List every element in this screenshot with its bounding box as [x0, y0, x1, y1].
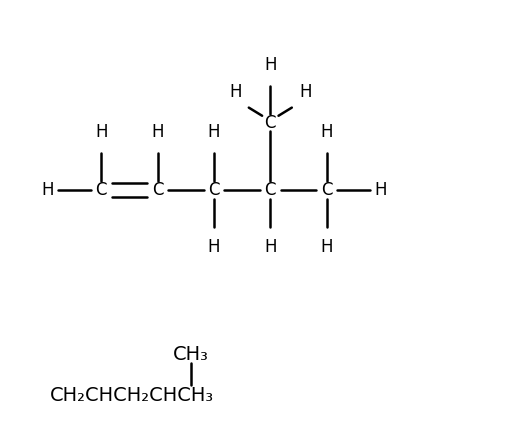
Text: H: H — [208, 238, 220, 256]
Text: H: H — [320, 238, 333, 256]
Text: H: H — [374, 181, 387, 199]
Text: H: H — [229, 83, 242, 101]
Text: C: C — [95, 181, 107, 199]
Text: CH₂CHCH₂CHCH₃: CH₂CHCH₂CHCH₃ — [50, 386, 214, 405]
Text: H: H — [264, 238, 277, 256]
Text: H: H — [208, 123, 220, 141]
Text: H: H — [95, 123, 108, 141]
Text: C: C — [321, 181, 332, 199]
Text: H: H — [264, 56, 277, 74]
Text: C: C — [152, 181, 163, 199]
Text: H: H — [151, 123, 164, 141]
Text: H: H — [41, 181, 54, 199]
Text: C: C — [265, 114, 276, 132]
Text: H: H — [320, 123, 333, 141]
Text: CH₃: CH₃ — [173, 345, 209, 364]
Text: H: H — [299, 83, 312, 101]
Text: C: C — [208, 181, 220, 199]
Text: C: C — [265, 181, 276, 199]
